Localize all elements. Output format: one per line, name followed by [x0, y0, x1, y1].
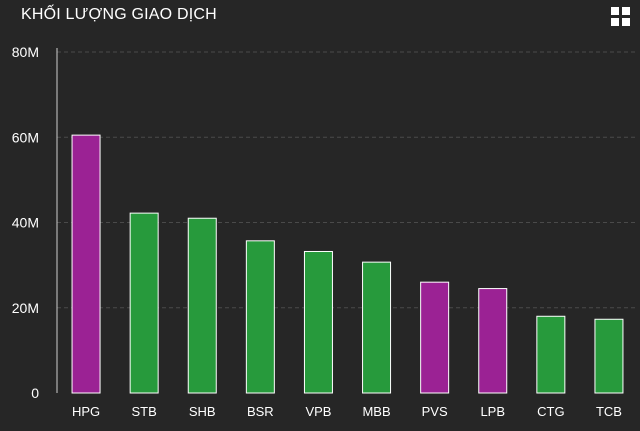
- bar: [187, 217, 217, 394]
- x-tick-label: SHB: [189, 404, 216, 419]
- y-tick-label: 0: [31, 385, 39, 401]
- bar: [303, 250, 333, 394]
- bar: [71, 134, 101, 394]
- x-tick-label: VPB: [305, 404, 331, 419]
- x-tick-label: STB: [132, 404, 157, 419]
- y-tick-label: 40M: [12, 215, 39, 231]
- grid-cell: [622, 18, 630, 26]
- bar: [536, 315, 566, 394]
- x-tick-label: LPB: [480, 404, 505, 419]
- x-tick-label: HPG: [72, 404, 100, 419]
- y-tick-label: 80M: [12, 44, 39, 60]
- x-tick-label: TCB: [596, 404, 622, 419]
- grid-menu-icon[interactable]: [611, 7, 630, 26]
- bar: [420, 281, 450, 394]
- grid-cell: [611, 7, 619, 15]
- grid-cell: [611, 18, 619, 26]
- bar: [362, 261, 392, 394]
- x-tick-label: CTG: [537, 404, 564, 419]
- bar: [129, 212, 159, 394]
- x-tick-label: PVS: [422, 404, 448, 419]
- x-tick-label: MBB: [362, 404, 390, 419]
- x-tick-label: BSR: [247, 404, 274, 419]
- y-tick-label: 20M: [12, 300, 39, 316]
- bar: [478, 288, 508, 394]
- bar: [594, 318, 624, 394]
- bar: [245, 240, 275, 394]
- grid-cell: [622, 7, 630, 15]
- chart-title: KHỐI LƯỢNG GIAO DỊCH: [21, 6, 217, 23]
- y-tick-label: 60M: [12, 129, 39, 145]
